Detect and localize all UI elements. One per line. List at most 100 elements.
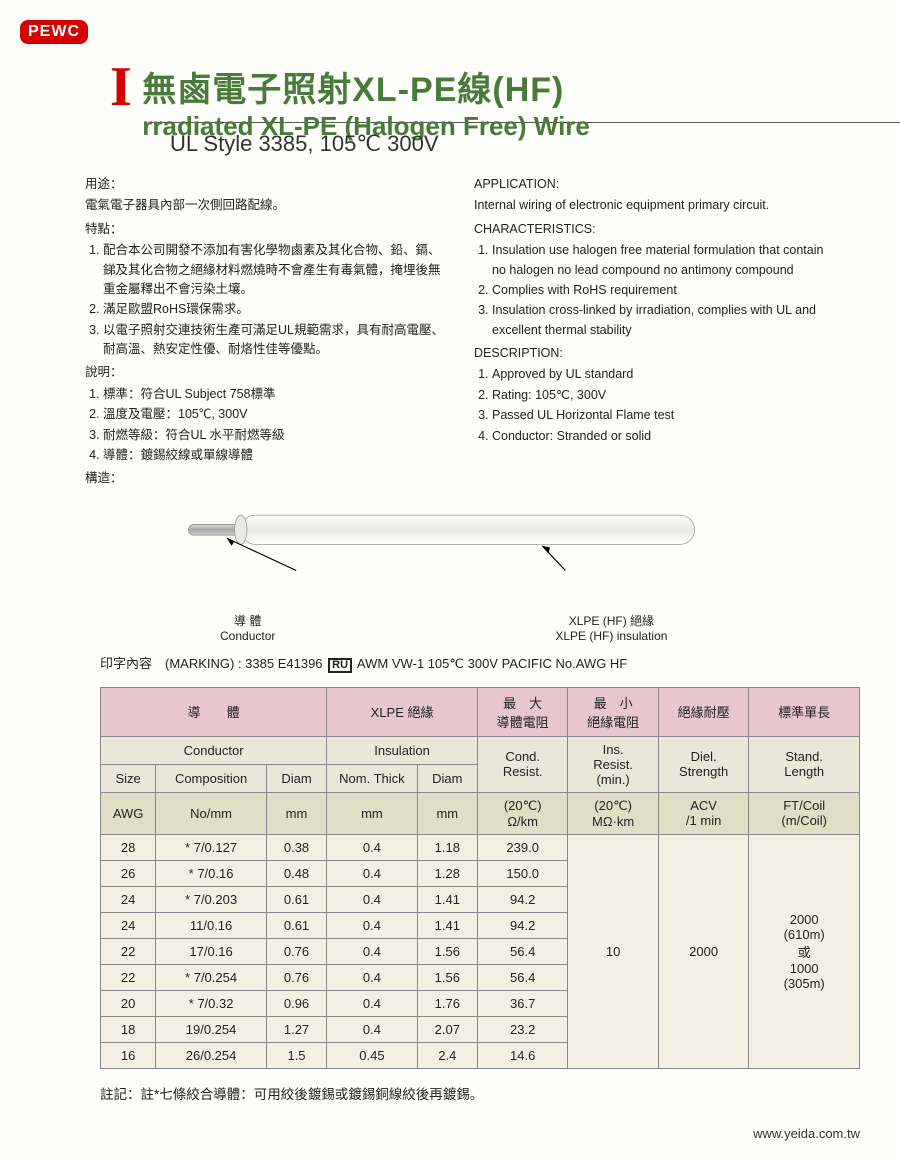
table-header: 最 小 絕緣電阻 — [568, 687, 658, 736]
table-cell: 1.28 — [417, 860, 477, 886]
list-item: Conductor: Stranded or solid — [492, 427, 835, 446]
list-item: 溫度及電壓：105℃, 300V — [103, 405, 446, 424]
list-item: Rating: 105℃, 300V — [492, 386, 835, 405]
list-item: 配合本公司開發不添加有害化學物鹵素及其化合物、鉛、鎘、銻及其化合物之絕緣材料燃燒… — [103, 241, 446, 299]
table-cell: 1.41 — [417, 886, 477, 912]
title-block: I 無鹵電子照射XL-PE線(HF) rradiated XL-PE (Halo… — [110, 62, 860, 142]
table-cell: 0.76 — [266, 938, 326, 964]
table-header: Diam — [266, 764, 326, 792]
table-cell: * 7/0.254 — [156, 964, 267, 990]
table-cell: 150.0 — [477, 860, 567, 886]
table-cell: 56.4 — [477, 938, 567, 964]
table-header: Conductor — [101, 736, 327, 764]
table-cell: 11/0.16 — [156, 912, 267, 938]
diagram-insulation-label: XLPE (HF) 絕緣XLPE (HF) insulation — [555, 614, 667, 645]
table-cell: 28 — [101, 834, 156, 860]
table-cell: 22 — [101, 964, 156, 990]
desc-list-en: Approved by UL standardRating: 105℃, 300… — [474, 365, 835, 446]
desc-list-zh: 標準：符合UL Subject 758標準溫度及電壓：105℃, 300V 耐燃等… — [85, 385, 446, 466]
table-cell: 94.2 — [477, 912, 567, 938]
app-text-zh: 電氣電子器具內部一次側回路配線。 — [85, 196, 446, 215]
table-row: 28* 7/0.1270.380.41.18239.01020002000 (6… — [101, 834, 860, 860]
table-cell: * 7/0.16 — [156, 860, 267, 886]
list-item: Complies with RoHS requirement — [492, 281, 835, 300]
table-header: 絕緣耐壓 — [658, 687, 748, 736]
table-header: Diel. Strength — [658, 736, 748, 792]
list-item: 標準：符合UL Subject 758標準 — [103, 385, 446, 404]
app-heading-en: APPLICATION: — [474, 175, 835, 194]
cable-diagram: 導 體Conductor XLPE (HF) 絕緣XLPE (HF) insul… — [100, 509, 800, 645]
table-cell: 20 — [101, 990, 156, 1016]
brand-logo: PEWC — [20, 20, 88, 44]
list-item: 耐燃等級：符合UL 水平耐燃等級 — [103, 426, 446, 445]
list-item: Insulation use halogen free material for… — [492, 241, 835, 280]
website-url: www.yeida.com.tw — [753, 1126, 860, 1141]
table-cell: 17/0.16 — [156, 938, 267, 964]
char-list-zh: 配合本公司開發不添加有害化學物鹵素及其化合物、鉛、鎘、銻及其化合物之絕緣材料燃燒… — [85, 241, 446, 359]
table-header: mm — [266, 792, 326, 834]
table-cell: 14.6 — [477, 1042, 567, 1068]
table-header: 標準單長 — [749, 687, 860, 736]
table-cell: 0.45 — [327, 1042, 417, 1068]
table-cell: 0.4 — [327, 990, 417, 1016]
char-heading-en: CHARACTERISTICS: — [474, 220, 835, 239]
table-cell: 0.4 — [327, 912, 417, 938]
table-header: XLPE 絕緣 — [327, 687, 478, 736]
char-list-en: Insulation use halogen free material for… — [474, 241, 835, 340]
ul-ru-mark: RU — [328, 658, 352, 673]
table-header: Composition — [156, 764, 267, 792]
table-cell: 24 — [101, 912, 156, 938]
table-cell: 18 — [101, 1016, 156, 1042]
table-header: (20℃) Ω/km — [477, 792, 567, 834]
table-cell: 94.2 — [477, 886, 567, 912]
desc-heading-zh: 說明： — [85, 363, 446, 382]
list-item: Passed UL Horizontal Flame test — [492, 406, 835, 425]
table-header: 最 大 導體電阻 — [477, 687, 567, 736]
right-column: APPLICATION: Internal wiring of electron… — [474, 171, 835, 491]
table-cell: 1.76 — [417, 990, 477, 1016]
ins-resist-cell: 10 — [568, 834, 658, 1068]
table-cell: 56.4 — [477, 964, 567, 990]
table-header: No/mm — [156, 792, 267, 834]
title-zh: 無鹵電子照射XL-PE線(HF) — [142, 62, 590, 111]
table-header: Insulation — [327, 736, 478, 764]
table-header: Nom. Thick — [327, 764, 417, 792]
table-cell: 24 — [101, 886, 156, 912]
table-header: 導 體 — [101, 687, 327, 736]
table-cell: * 7/0.203 — [156, 886, 267, 912]
list-item: Insulation cross-linked by irradiation, … — [492, 301, 835, 340]
table-cell: 0.38 — [266, 834, 326, 860]
table-header: Diam — [417, 764, 477, 792]
table-cell: 239.0 — [477, 834, 567, 860]
table-cell: 1.56 — [417, 964, 477, 990]
table-cell: 26/0.254 — [156, 1042, 267, 1068]
left-column: 用途： 電氣電子器具內部一次側回路配線。 特點： 配合本公司開發不添加有害化學物… — [85, 171, 446, 491]
app-text-en: Internal wiring of electronic equipment … — [474, 196, 835, 215]
table-cell: 0.4 — [327, 1016, 417, 1042]
struct-heading-zh: 構造： — [85, 469, 446, 488]
table-cell: 16 — [101, 1042, 156, 1068]
table-cell: 0.4 — [327, 886, 417, 912]
table-header: Cond. Resist. — [477, 736, 567, 792]
app-heading-zh: 用途： — [85, 175, 446, 194]
table-cell: 2.4 — [417, 1042, 477, 1068]
table-cell: 0.4 — [327, 938, 417, 964]
marking-line: 印字內容 (MARKING) : 3385 E41396 RU AWM VW-1… — [100, 653, 860, 673]
table-cell: 1.56 — [417, 938, 477, 964]
diagram-conductor-label: 導 體Conductor — [220, 614, 275, 645]
table-header: Ins. Resist. (min.) — [568, 736, 658, 792]
table-header: FT/Coil (m/Coil) — [749, 792, 860, 834]
table-header: mm — [327, 792, 417, 834]
table-cell: 0.61 — [266, 912, 326, 938]
diel-cell: 2000 — [658, 834, 748, 1068]
list-item: 以電子照射交連技術生產可滿足UL規範需求，具有耐高電壓、耐高溫、熱安定性優、耐烙… — [103, 321, 446, 360]
footnote: 註記：註*七條絞合導體：可用絞後鍍錫或鍍錫銅線絞後再鍍錫。 — [100, 1083, 860, 1103]
table-cell: 23.2 — [477, 1016, 567, 1042]
list-item: 滿足歐盟RoHS環保需求。 — [103, 300, 446, 319]
table-cell: 1.41 — [417, 912, 477, 938]
table-cell: 0.4 — [327, 834, 417, 860]
spec-table: 導 體XLPE 絕緣最 大 導體電阻最 小 絕緣電阻絕緣耐壓標準單長 Condu… — [100, 687, 860, 1069]
table-cell: 0.61 — [266, 886, 326, 912]
table-cell: 0.4 — [327, 860, 417, 886]
table-cell: 1.18 — [417, 834, 477, 860]
